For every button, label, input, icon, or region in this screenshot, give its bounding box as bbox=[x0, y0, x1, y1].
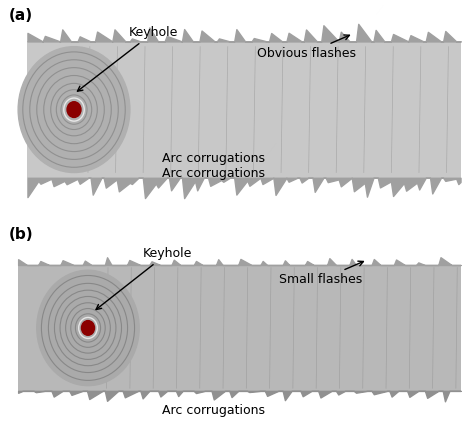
Text: 6mm: 6mm bbox=[27, 418, 66, 432]
Text: (a): (a) bbox=[9, 8, 33, 24]
Text: Arc corrugations: Arc corrugations bbox=[162, 152, 265, 165]
Text: 6mm: 6mm bbox=[27, 201, 66, 215]
Bar bbox=[27, 42, 461, 178]
Text: Obvious flashes: Obvious flashes bbox=[257, 35, 356, 60]
Text: Arc corrugations: Arc corrugations bbox=[162, 404, 265, 417]
Circle shape bbox=[82, 321, 94, 335]
Text: Arc corrugations: Arc corrugations bbox=[162, 167, 265, 180]
Text: Small flashes: Small flashes bbox=[279, 261, 364, 286]
Text: Keyhole: Keyhole bbox=[96, 247, 192, 309]
Circle shape bbox=[67, 102, 81, 118]
Bar bbox=[18, 265, 461, 391]
Circle shape bbox=[18, 47, 130, 173]
Circle shape bbox=[37, 270, 139, 385]
Text: (b): (b) bbox=[9, 227, 34, 242]
Text: Keyhole: Keyhole bbox=[77, 26, 178, 91]
